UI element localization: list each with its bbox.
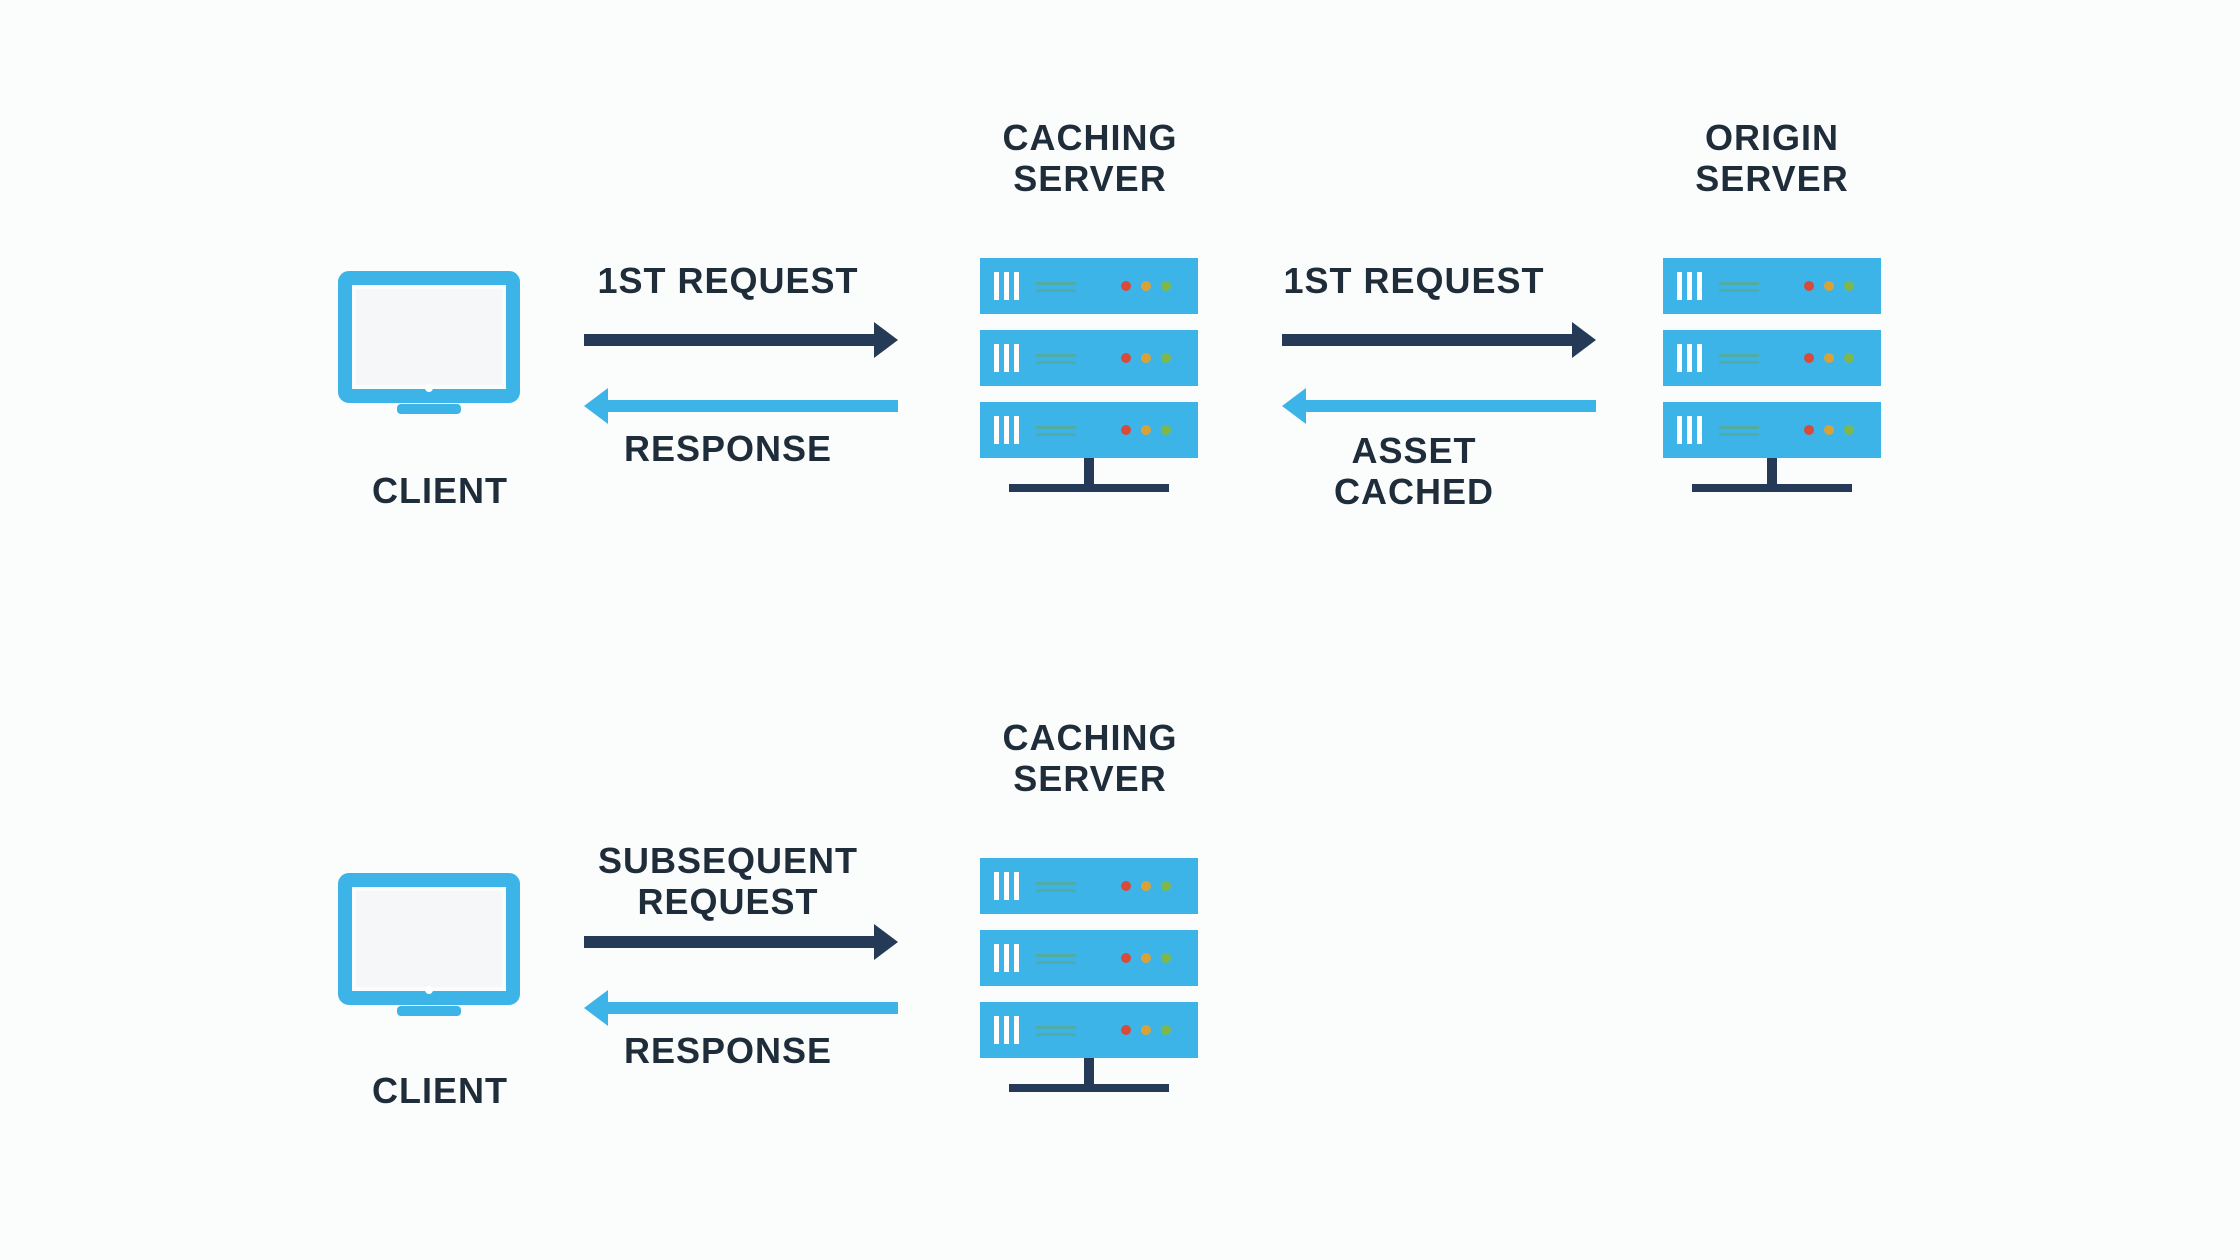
arrow-label-req1: 1ST REQUEST <box>597 260 858 301</box>
caching-server-title-2: CACHING SERVER <box>1003 717 1178 800</box>
caching-server-title-1: CACHING SERVER <box>1003 117 1178 200</box>
client-label-1: CLIENT <box>372 470 508 511</box>
arrow-label-resp1: RESPONSE <box>624 428 832 469</box>
client-label-2: CLIENT <box>372 1070 508 1111</box>
arrow-label-cached: ASSET CACHED <box>1334 430 1494 513</box>
arrow-label-subreq: SUBSEQUENT REQUEST <box>598 840 858 923</box>
arrow-label-req2: 1ST REQUEST <box>1283 260 1544 301</box>
arrow-label-resp2: RESPONSE <box>624 1030 832 1071</box>
origin-server-title: ORIGIN SERVER <box>1695 117 1848 200</box>
